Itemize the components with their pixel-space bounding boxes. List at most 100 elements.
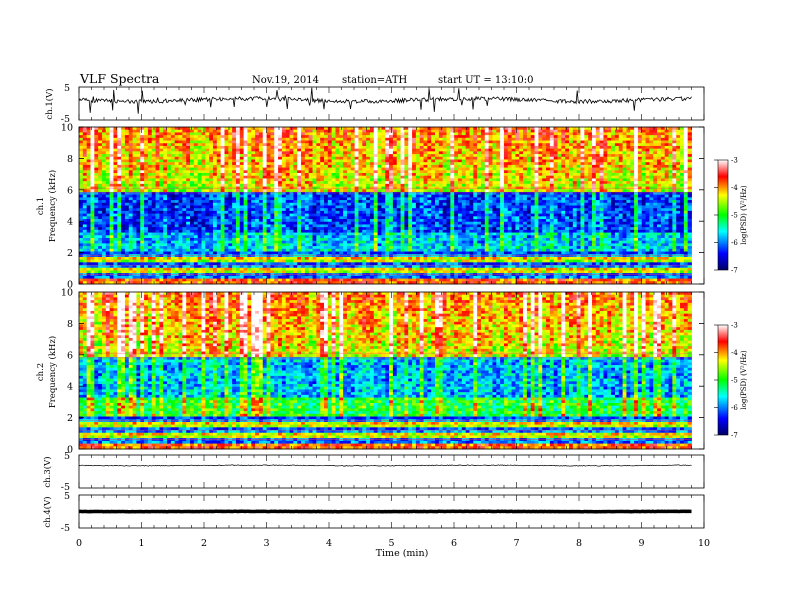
spectrogram-cell xyxy=(599,202,604,206)
spectrogram-cell xyxy=(469,159,474,163)
spectrogram-cell xyxy=(90,194,95,198)
date-label: Nov.19, 2014 xyxy=(252,75,319,86)
spectrogram-cell xyxy=(124,183,130,187)
spectrogram-cell xyxy=(140,170,145,174)
spectrogram-cell xyxy=(128,170,133,174)
spectrogram-cell xyxy=(159,151,164,155)
spectrogram-cell xyxy=(591,200,597,204)
spectrogram-cell xyxy=(396,145,401,150)
spectrogram-cell xyxy=(335,189,340,193)
spectrogram-cell xyxy=(251,129,256,133)
spectrogram-cell xyxy=(293,197,298,201)
spectrogram-cell xyxy=(492,162,497,166)
spectrogram-cell xyxy=(549,135,555,139)
spectrogram-cell xyxy=(477,132,482,136)
spectrogram-cell xyxy=(611,208,616,212)
spectrogram-cell xyxy=(412,194,417,198)
spectrogram-cell xyxy=(657,129,662,133)
spectrogram-cell xyxy=(255,148,260,152)
spectrogram-cell xyxy=(668,156,673,160)
spectrogram-cell xyxy=(557,151,562,155)
spectrogram-cell xyxy=(358,194,363,198)
spectrogram-cell xyxy=(212,143,218,147)
spectrogram-cell xyxy=(354,191,359,196)
spectrogram-cell xyxy=(289,197,294,201)
spectrogram-cell xyxy=(569,164,574,169)
spectrogram-cell xyxy=(595,164,601,169)
spectrogram-cell xyxy=(358,181,363,185)
spectrogram-cell xyxy=(209,189,214,193)
spectrogram-cell xyxy=(101,183,107,187)
spectrogram-cell xyxy=(523,173,528,177)
spectrogram-cell xyxy=(128,183,133,187)
spectrogram-cell xyxy=(209,148,214,152)
spectrogram-cell xyxy=(580,189,585,193)
spectrogram-cell xyxy=(105,183,111,187)
spectrogram-cell xyxy=(327,178,333,182)
spectrogram-cell xyxy=(190,164,195,169)
spectrogram-cell xyxy=(473,175,478,179)
spectrogram-cell xyxy=(274,167,279,171)
spectrogram-cell xyxy=(477,164,482,169)
spectrogram-cell xyxy=(247,132,252,136)
spectrogram-cell xyxy=(304,173,310,177)
spectrogram-cell xyxy=(641,194,646,198)
spectrogram-cell xyxy=(90,148,95,152)
spectrogram-cell xyxy=(664,148,669,152)
spectrogram-cell xyxy=(469,181,474,185)
spectrogram-cell xyxy=(136,162,141,166)
spectrogram-cell xyxy=(82,151,88,155)
spectrogram-cell xyxy=(224,170,229,174)
spectrogram-cell xyxy=(147,205,153,209)
spectrogram-cell xyxy=(569,189,574,193)
spectrogram-cell xyxy=(477,208,482,212)
spectrogram-cell xyxy=(232,135,237,139)
spectrogram-cell xyxy=(588,173,593,177)
spectrogram-cell xyxy=(645,156,650,160)
spectrogram-cell xyxy=(500,164,505,169)
spectrogram-cell xyxy=(603,154,608,158)
spectrogram-cell xyxy=(324,205,329,209)
spectrogram-cell xyxy=(672,191,677,196)
spectrogram-cell xyxy=(320,151,325,155)
spectrogram-cell xyxy=(354,145,359,150)
spectrogram-cell xyxy=(190,170,195,174)
spectrogram-cell xyxy=(473,154,478,158)
spectrogram-cell xyxy=(565,159,570,163)
spectrogram-cell xyxy=(316,129,321,133)
spectrogram-cell xyxy=(293,194,298,198)
spectrogram-cell xyxy=(339,132,344,136)
spectrogram-cell xyxy=(507,135,512,139)
spectrogram-cell xyxy=(278,197,283,201)
spectrogram-cell xyxy=(232,137,237,141)
spectrogram-cell xyxy=(243,143,248,147)
spectrogram-cell xyxy=(324,132,329,136)
spectrogram-cell xyxy=(580,194,585,198)
spectrogram-cell xyxy=(86,129,91,133)
spectrogram-cell xyxy=(128,127,133,131)
spectrogram-cell xyxy=(519,208,524,212)
spectrogram-cell xyxy=(454,164,459,169)
spectrogram-cell xyxy=(538,143,543,147)
spectrogram-cell xyxy=(480,129,486,133)
spectrogram-cell xyxy=(500,162,505,166)
spectrogram-cell xyxy=(151,205,156,209)
spectrogram-cell xyxy=(561,183,566,187)
spectrogram-cell xyxy=(534,183,539,187)
spectrogram-cell xyxy=(588,202,593,206)
spectrogram-cell xyxy=(503,183,509,187)
spectrogram-cell xyxy=(109,143,114,147)
spectrogram-cell xyxy=(523,208,528,212)
spectrogram-cell xyxy=(377,154,382,158)
spectrogram-cell xyxy=(400,132,405,136)
spectrogram-cell xyxy=(553,162,558,166)
spectrogram-cell xyxy=(519,200,524,204)
spectrogram-cell xyxy=(201,162,206,166)
spectrogram-cell xyxy=(591,208,597,212)
spectrogram-cell xyxy=(109,145,114,150)
spectrogram-cell xyxy=(178,189,183,193)
spectrogram-cell xyxy=(595,173,601,177)
spectrogram-cell xyxy=(193,197,199,201)
spectrogram-cell xyxy=(216,194,222,198)
spectrogram-cell xyxy=(538,140,543,144)
